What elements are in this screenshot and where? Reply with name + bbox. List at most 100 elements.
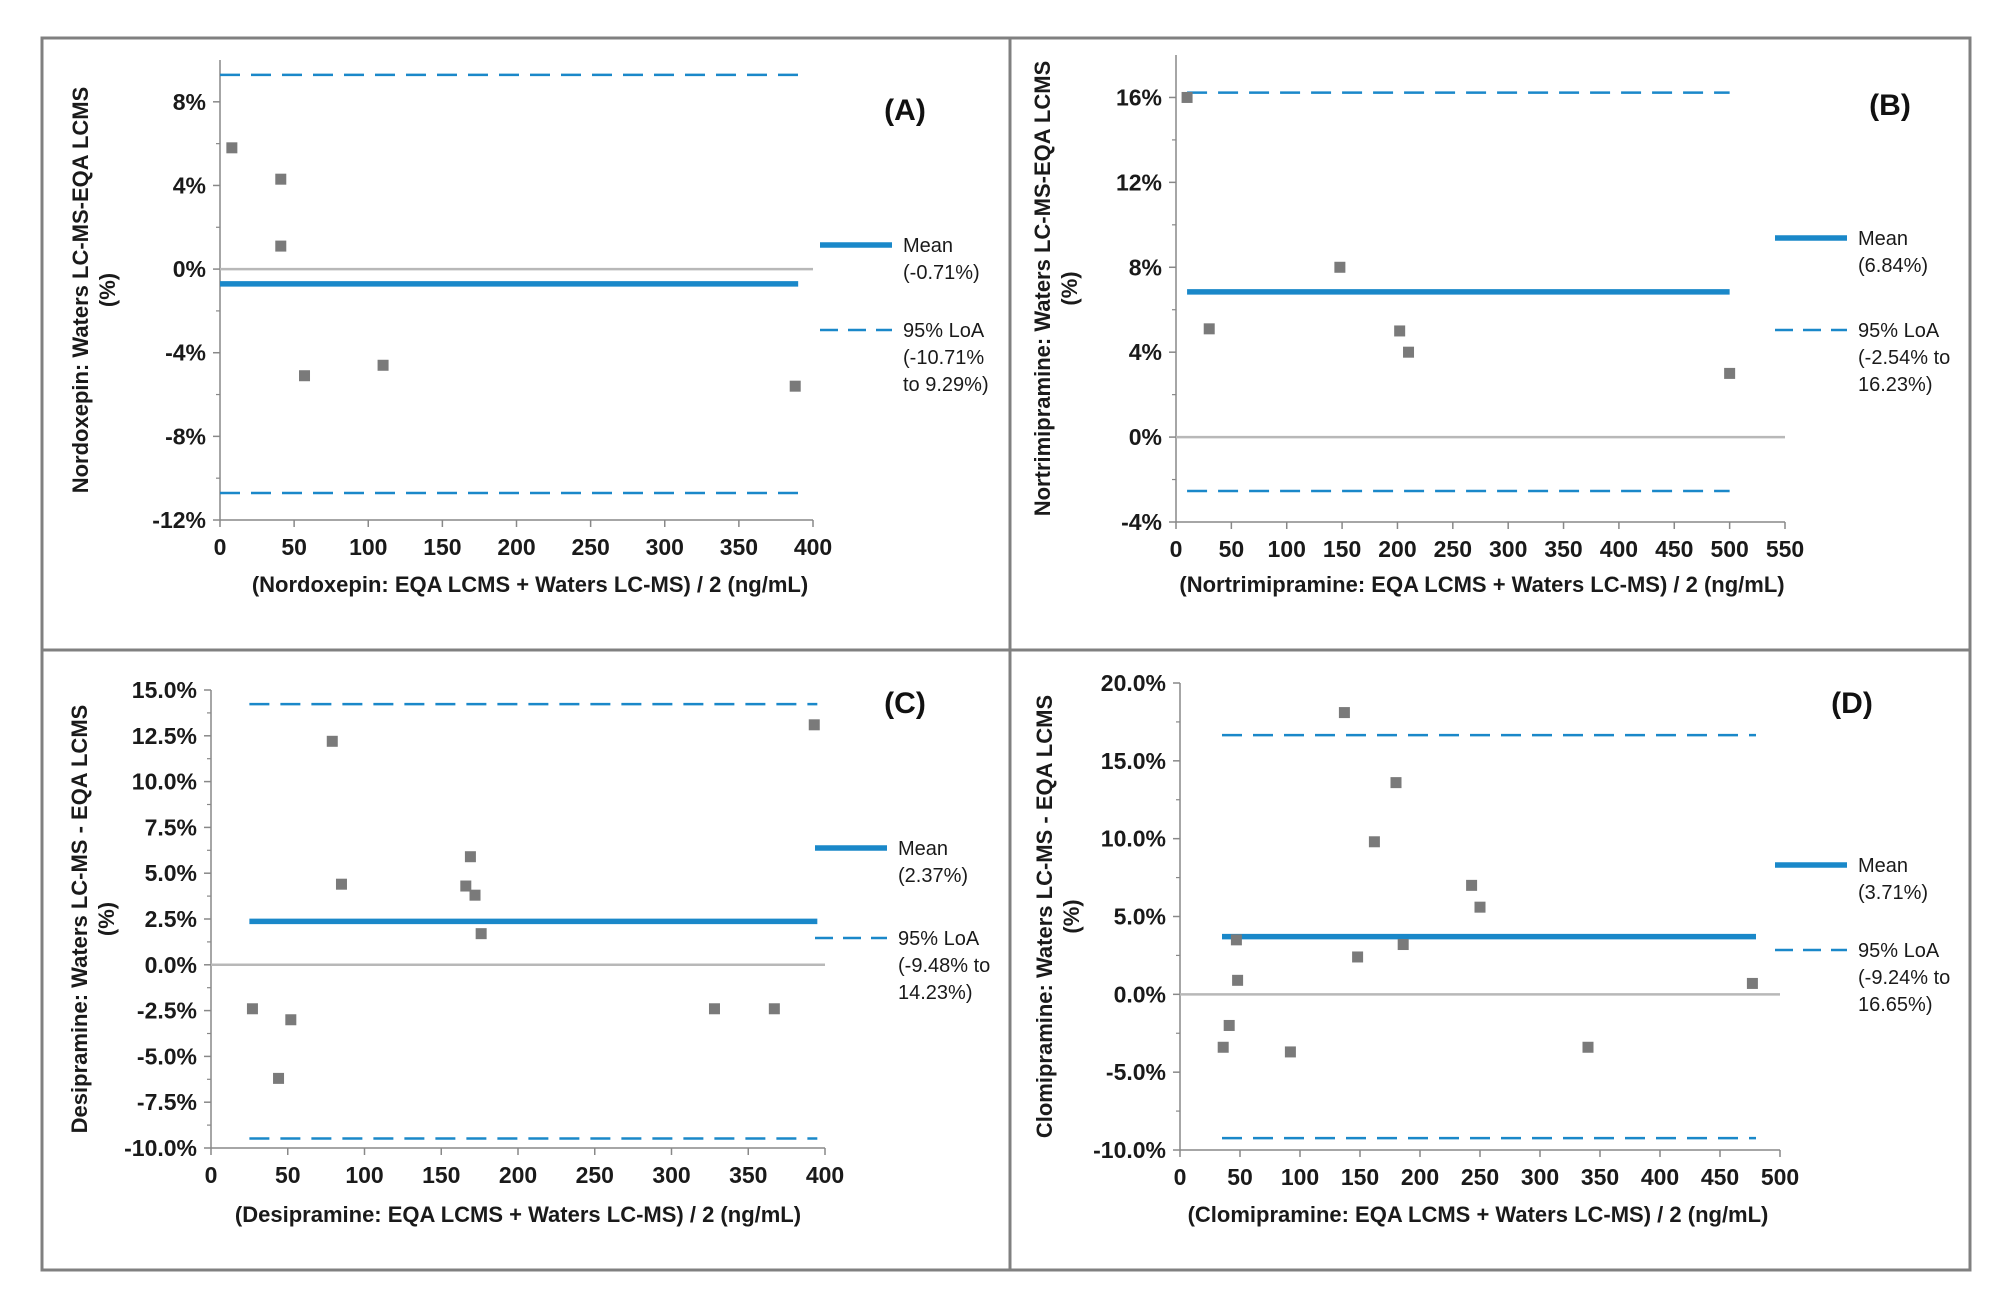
x-axis-title: (Clomipramine: EQA LCMS + Waters LC-MS) … [1188, 1202, 1769, 1227]
data-point [808, 719, 820, 731]
data-point [299, 370, 311, 382]
legend-loa-label: 95% LoA [903, 320, 985, 342]
data-point [1390, 777, 1402, 789]
legend-mean-value: (2.37%) [898, 865, 968, 887]
x-tick-label: 350 [729, 1162, 767, 1188]
legend-mean-label: Mean [1858, 228, 1908, 250]
y-tick-label: -12% [152, 507, 206, 533]
legend-loa-range-line1: (-2.54% to [1858, 347, 1950, 369]
data-point [1403, 346, 1415, 358]
y-axis-title-line: (%) [1059, 899, 1084, 933]
data-point [1397, 939, 1409, 951]
legend-loa-range-line2: 16.23%) [1858, 374, 1933, 396]
y-tick-label: 10.0% [132, 769, 197, 795]
y-axis-title-line: (%) [94, 902, 119, 936]
y-tick-label: -8% [165, 423, 206, 449]
y-tick-label: -7.5% [137, 1089, 197, 1115]
legend-loa-range-line2: to 9.29%) [903, 374, 989, 396]
x-tick-label: 0 [1170, 536, 1183, 562]
data-point [1466, 879, 1478, 891]
data-point [273, 1072, 285, 1084]
y-tick-label: 8% [1129, 254, 1162, 280]
y-axis-title-line: Desipramine: Waters LC-MS - EQA LCMS [67, 705, 92, 1134]
data-point [246, 1003, 258, 1015]
x-tick-label: 400 [794, 534, 832, 560]
y-axis-title: Desipramine: Waters LC-MS - EQA LCMS(%) [67, 705, 119, 1134]
y-tick-label: 5.0% [1114, 904, 1166, 930]
x-tick-label: 50 [275, 1162, 301, 1188]
legend-mean-value: (-0.71%) [903, 262, 980, 284]
y-tick-label: 7.5% [145, 814, 197, 840]
legend-loa-range-line1: (-9.24% to [1858, 967, 1950, 989]
y-tick-label: 0% [1129, 424, 1162, 450]
x-tick-label: 400 [1600, 536, 1638, 562]
x-tick-label: 300 [652, 1162, 690, 1188]
panel-label: (C) [884, 687, 926, 720]
y-tick-label: 10.0% [1101, 826, 1166, 852]
panel-a: -12% -8% -4% 0% 4% 8% 0 50 100 150 200 250 300 350 400… [68, 60, 989, 597]
y-tick-label: -4% [1121, 509, 1162, 535]
x-tick-label: 250 [571, 534, 609, 560]
y-tick-label: 5.0% [145, 860, 197, 886]
x-tick-label: 0 [205, 1162, 218, 1188]
y-tick-label: -5.0% [1106, 1059, 1166, 1085]
x-tick-label: 150 [422, 1162, 460, 1188]
data-point [460, 880, 472, 892]
data-point [326, 735, 338, 747]
x-tick-label: 50 [1219, 536, 1245, 562]
y-tick-label: 16% [1116, 84, 1162, 110]
y-axis-title-line: (%) [1057, 271, 1082, 305]
panel-b: -4% 0% 4% 8% 12% 16% 0 50 100 150 200 250 300 350 400 4… [1030, 55, 1950, 597]
data-point [1334, 261, 1346, 273]
y-tick-label: -10.0% [1093, 1137, 1166, 1163]
x-tick-label: 250 [1434, 536, 1472, 562]
y-tick-label: 2.5% [145, 906, 197, 932]
y-axis-title-line: Clomipramine: Waters LC-MS - EQA LCMS [1032, 695, 1057, 1138]
y-tick-label: 20.0% [1101, 670, 1166, 696]
panel-label: (D) [1831, 687, 1873, 720]
x-tick-label: 300 [1521, 1164, 1559, 1190]
x-tick-label: 350 [720, 534, 758, 560]
x-tick-label: 200 [499, 1162, 537, 1188]
y-axis-title-line: Nortrimipramine: Waters LC-MS-EQA LCMS [1030, 61, 1055, 517]
legend-loa-range-line1: (-9.48% to [898, 955, 990, 977]
x-tick-label: 550 [1766, 536, 1804, 562]
data-point [464, 851, 476, 863]
x-tick-label: 200 [497, 534, 535, 560]
y-axis-title: Nordoxepin: Waters LC-MS-EQA LCMS(%) [68, 87, 120, 494]
x-tick-label: 50 [281, 534, 307, 560]
data-point [1181, 91, 1193, 103]
data-point [789, 380, 801, 392]
x-tick-label: 50 [1227, 1164, 1253, 1190]
panel-d: -10.0% -5.0% 0.0% 5.0% 10.0% 15.0% 20.0% 0 50 100… [1032, 670, 1950, 1227]
legend-loa-range-line1: (-10.71% [903, 347, 984, 369]
x-tick-label: 450 [1701, 1164, 1739, 1190]
x-tick-label: 400 [1641, 1164, 1679, 1190]
y-axis-title-line: (%) [95, 273, 120, 307]
data-point [1368, 836, 1380, 848]
data-point [285, 1014, 297, 1026]
legend-loa-label: 95% LoA [898, 928, 980, 950]
y-tick-label: 12.5% [132, 723, 197, 749]
legend-loa-label: 95% LoA [1858, 320, 1940, 342]
y-tick-label: 4% [173, 172, 206, 198]
y-tick-label: 0% [173, 256, 206, 282]
x-tick-label: 250 [576, 1162, 614, 1188]
data-point [1284, 1046, 1296, 1058]
data-point [335, 878, 347, 890]
panel-label: (A) [884, 94, 926, 127]
data-point [708, 1003, 720, 1015]
data-point [1338, 707, 1350, 719]
x-tick-label: 100 [349, 534, 387, 560]
data-point [1474, 901, 1486, 913]
legend-mean-label: Mean [1858, 855, 1908, 877]
x-tick-label: 100 [345, 1162, 383, 1188]
x-axis-title: (Desipramine: EQA LCMS + Waters LC-MS) /… [235, 1202, 801, 1227]
y-tick-label: -10.0% [124, 1135, 197, 1161]
y-tick-label: -4% [165, 340, 206, 366]
y-tick-label: 0.0% [145, 952, 197, 978]
x-tick-label: 450 [1655, 536, 1693, 562]
x-tick-label: 200 [1401, 1164, 1439, 1190]
data-point [1232, 974, 1244, 986]
data-point [469, 889, 481, 901]
